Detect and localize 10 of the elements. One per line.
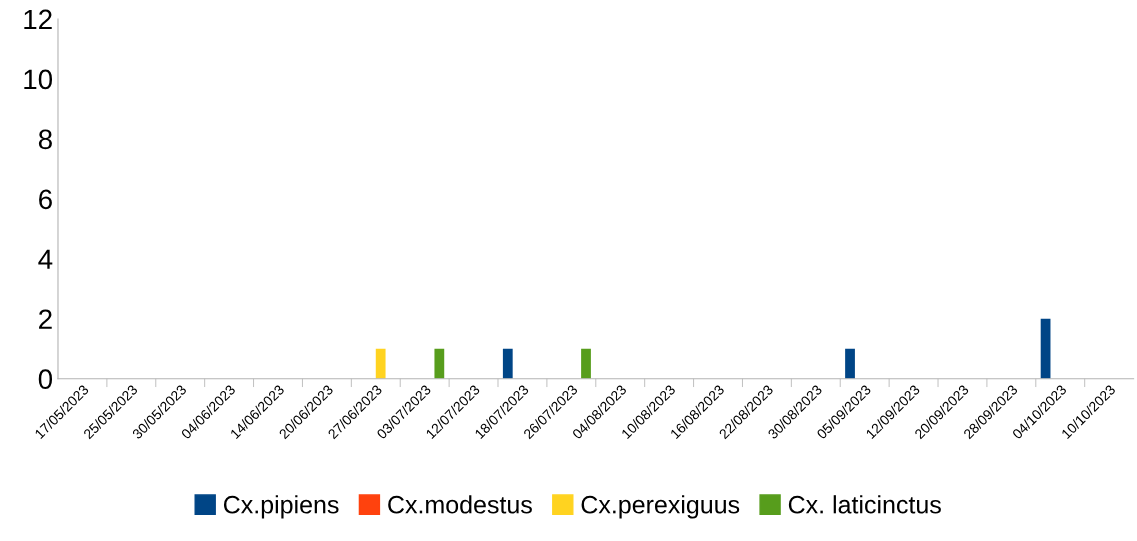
y-tick-label: 8 <box>38 129 52 150</box>
legend-label: Cx.perexiguus <box>581 495 740 519</box>
y-tick-label: 12 <box>24 9 52 29</box>
legend-label: Cx. laticinctus <box>788 495 941 514</box>
y-tick-label: 4 <box>38 249 53 269</box>
y-tick-label: 2 <box>39 309 52 329</box>
y-tick-label: 10 <box>24 69 53 90</box>
legend-label: Cx.modestus <box>388 495 532 514</box>
y-tick-label: 6 <box>39 189 52 210</box>
legend-label: Cx.pipiens <box>223 495 339 519</box>
